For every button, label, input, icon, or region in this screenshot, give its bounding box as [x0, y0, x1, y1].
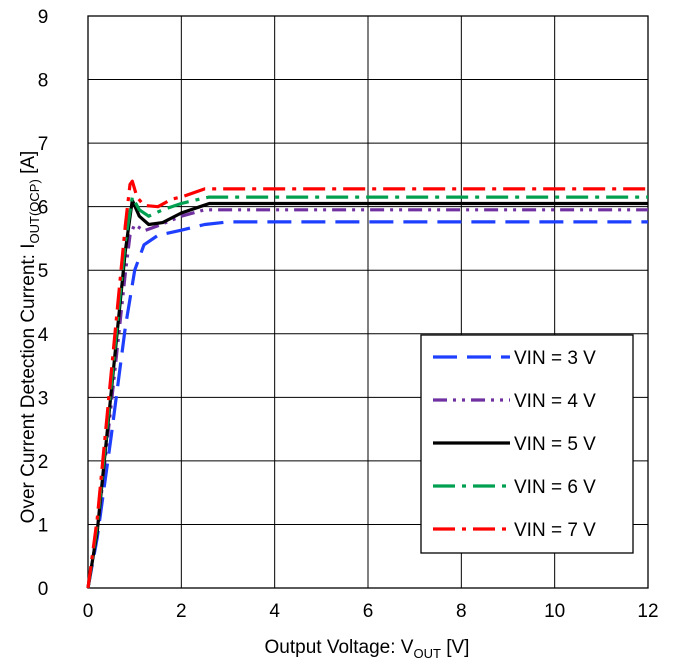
x-tick-label: 2 [176, 601, 187, 622]
y-axis-title: Over Current Detection Current: IOUT(OCP… [18, 151, 42, 524]
y-tick-label: 7 [38, 134, 49, 155]
legend-label-3: VIN = 5 V [514, 434, 596, 455]
x-tick-label: 6 [363, 601, 374, 622]
x-tick-label: 8 [456, 601, 467, 622]
legend-label-2: VIN = 4 V [514, 391, 596, 412]
y-tick-label: 8 [38, 71, 49, 92]
legend-label-1: VIN = 3 V [514, 348, 596, 369]
y-tick-label: 3 [38, 388, 49, 409]
x-tick-label: 0 [83, 601, 94, 622]
series-line-3 [86, 198, 648, 589]
legend-label-4: VIN = 6 V [514, 477, 596, 498]
x-tick-label: 12 [637, 601, 658, 622]
x-axis-title: Output Voltage: VOUT [V] [265, 637, 470, 661]
series-line-5 [86, 179, 648, 589]
x-tick-label: 10 [544, 601, 565, 622]
y-tick-label: 1 [38, 515, 49, 536]
y-tick-label: 0 [38, 579, 49, 600]
plot-frame [87, 15, 649, 589]
series-layer [86, 179, 648, 589]
series-line-4 [86, 195, 648, 589]
y-tick-label: 4 [38, 325, 49, 346]
x-tick-label: 4 [269, 601, 280, 622]
legend-label-5: VIN = 7 V [514, 520, 596, 541]
series-line-1 [86, 220, 648, 589]
y-tick-label: 5 [38, 261, 49, 282]
series-line-2 [86, 208, 648, 589]
y-tick-label: 6 [38, 198, 49, 219]
legend: VIN = 3 V VIN = 4 V VIN = 5 V VIN = 6 V VIN … [420, 334, 634, 554]
plot-area [87, 15, 649, 589]
y-tick-label: 2 [38, 452, 49, 473]
y-tick-label: 9 [38, 7, 49, 28]
